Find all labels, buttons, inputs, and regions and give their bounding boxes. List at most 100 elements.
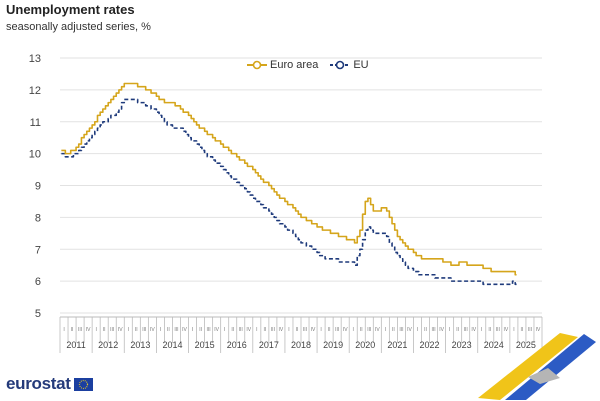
quarter-tick-label: I <box>513 327 514 333</box>
chart-title: Unemployment rates <box>6 2 135 17</box>
year-tick-label: 2021 <box>387 340 407 350</box>
quarter-tick-label: I <box>95 327 96 333</box>
quarter-tick-label: III <box>464 327 468 333</box>
quarter-tick-label: III <box>239 327 243 333</box>
quarter-tick-label: I <box>385 327 386 333</box>
quarter-tick-label: IV <box>279 327 284 333</box>
y-tick-label: 11 <box>30 117 41 129</box>
quarter-tick-label: IV <box>439 327 444 333</box>
year-tick-label: 2013 <box>130 340 150 350</box>
quarter-tick-label: IV <box>536 327 541 333</box>
grid-layer <box>60 57 542 314</box>
quarter-tick-label: II <box>488 327 491 333</box>
quarter-tick-label: II <box>103 327 106 333</box>
quarter-tick-label: I <box>353 327 354 333</box>
y-tick-label: 13 <box>29 53 41 65</box>
quarter-tick-label: III <box>399 327 403 333</box>
quarter-tick-label: II <box>392 327 395 333</box>
year-tick-label: 2023 <box>452 340 472 350</box>
quarter-tick-label: III <box>174 327 178 333</box>
y-tick-label: 10 <box>29 149 41 161</box>
quarter-tick-label: III <box>367 327 371 333</box>
quarter-tick-label: III <box>496 327 500 333</box>
quarter-tick-label: II <box>521 327 524 333</box>
series-line-eu <box>61 98 517 286</box>
quarter-tick-label: II <box>263 327 266 333</box>
quarter-tick-label: II <box>231 327 234 333</box>
brand-swoosh <box>478 333 596 400</box>
year-tick-label: 2017 <box>259 340 279 350</box>
quarter-tick-label: III <box>110 327 114 333</box>
quarter-tick-label: II <box>167 327 170 333</box>
quarter-tick-label: II <box>199 327 202 333</box>
eu-flag-icon <box>73 377 93 391</box>
quarter-tick-label: IV <box>214 327 219 333</box>
quarter-tick-label: I <box>63 327 64 333</box>
quarter-tick-label: IV <box>471 327 476 333</box>
quarter-tick-label: I <box>256 327 257 333</box>
year-tick-label: 2015 <box>195 340 215 350</box>
series-line-euro-area <box>61 82 517 276</box>
quarter-tick-label: II <box>360 327 363 333</box>
quarter-tick-label: IV <box>86 327 91 333</box>
quarter-tick-label: III <box>528 327 532 333</box>
y-tick-label: 12 <box>29 85 41 97</box>
year-tick-label: 2012 <box>98 340 118 350</box>
legend-item-euro-area[interactable]: Euro area <box>247 59 318 71</box>
quarter-tick-label: IV <box>503 327 508 333</box>
year-tick-label: 2020 <box>355 340 375 350</box>
quarter-tick-label: I <box>449 327 450 333</box>
quarter-tick-label: IV <box>343 327 348 333</box>
logo-wordmark: eurostat <box>6 374 71 393</box>
quarter-tick-label: I <box>224 327 225 333</box>
quarter-tick-label: IV <box>246 327 251 333</box>
quarter-tick-label: II <box>71 327 74 333</box>
quarter-tick-label: II <box>456 327 459 333</box>
quarter-tick-label: IV <box>118 327 123 333</box>
y-tick-label: 6 <box>35 276 41 288</box>
legend-label-eu: EU <box>353 59 369 71</box>
y-tick-label: 9 <box>35 181 41 193</box>
quarter-tick-label: IV <box>407 327 412 333</box>
quarter-tick-label: I <box>288 327 289 333</box>
year-tick-label: 2014 <box>162 340 182 350</box>
quarter-tick-label: III <box>207 327 211 333</box>
year-tick-label: 2018 <box>291 340 311 350</box>
quarter-tick-label: IV <box>375 327 380 333</box>
quarter-tick-label: III <box>335 327 339 333</box>
quarter-tick-label: IV <box>182 327 187 333</box>
quarter-tick-label: IV <box>311 327 316 333</box>
quarter-tick-label: I <box>192 327 193 333</box>
quarter-tick-label: II <box>296 327 299 333</box>
quarter-tick-label: III <box>303 327 307 333</box>
y-tick-label: 5 <box>35 308 41 320</box>
quarter-tick-label: IV <box>150 327 155 333</box>
eurostat-logo: eurostat <box>6 374 93 394</box>
quarter-tick-label: I <box>320 327 321 333</box>
quarter-tick-label: III <box>78 327 82 333</box>
year-tick-label: 2019 <box>323 340 343 350</box>
legend-marker-eu <box>330 60 351 70</box>
quarter-tick-label: III <box>271 327 275 333</box>
quarter-tick-label: III <box>431 327 435 333</box>
year-tick-label: 2025 <box>516 340 536 350</box>
legend-item-eu[interactable]: EU <box>330 59 369 71</box>
year-tick-label: 2024 <box>484 340 504 350</box>
chart-legend: Euro area EU <box>247 59 369 71</box>
y-axis: 5 6 7 8 9 10 11 12 13 <box>29 53 41 320</box>
chart-subtitle: seasonally adjusted series, % <box>6 21 151 33</box>
x-axis: I II III IV I II III IV I II III IV I II III IV I II III IV… <box>59 316 543 353</box>
quarter-tick-label: I <box>128 327 129 333</box>
quarter-tick-label: II <box>424 327 427 333</box>
quarter-tick-label: I <box>160 327 161 333</box>
year-tick-label: 2011 <box>66 340 85 350</box>
quarter-tick-label: I <box>417 327 418 333</box>
legend-marker-euro-area <box>247 60 267 70</box>
legend-label-euro-area: Euro area <box>270 59 319 71</box>
y-tick-label: 7 <box>35 244 41 256</box>
year-tick-label: 2022 <box>420 340 440 350</box>
quarter-tick-label: I <box>481 327 482 333</box>
quarter-tick-label: III <box>142 327 146 333</box>
series-layer <box>61 82 517 286</box>
